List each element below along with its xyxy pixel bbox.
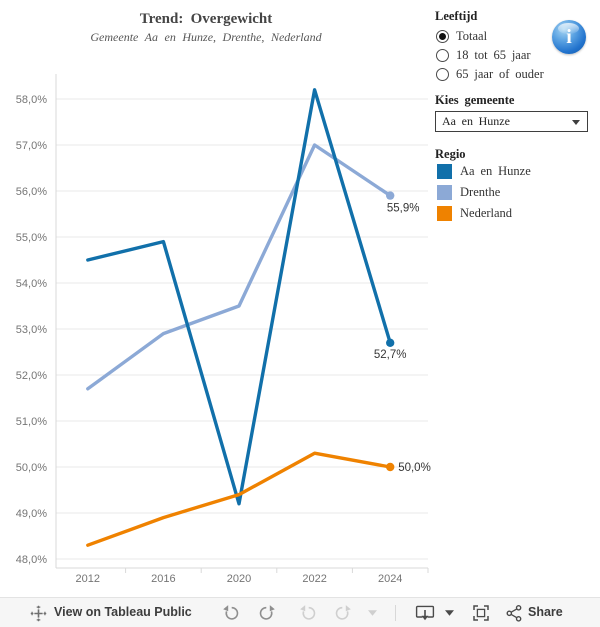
y-tick-label: 56,0% (16, 186, 47, 198)
legend-swatch (437, 184, 452, 200)
undo-icon[interactable] (219, 601, 243, 625)
fullscreen-icon[interactable] (469, 601, 493, 625)
series-line-aa-en-hunze[interactable] (86, 88, 392, 506)
legend-item-nederland[interactable]: Nederland (437, 205, 512, 221)
x-tick-label: 2012 (76, 573, 100, 585)
info-icon-glyph: i (566, 26, 572, 48)
radio-circle-icon[interactable] (436, 30, 449, 43)
y-tick-label: 52,0% (16, 370, 47, 382)
legend-label: Aa en Hunze (460, 163, 531, 178)
refresh-icon[interactable] (331, 601, 355, 625)
info-icon[interactable]: i (552, 20, 586, 54)
legend-swatch (437, 205, 452, 221)
radio-totaal[interactable]: Totaal (436, 28, 487, 45)
x-tick-label: 2024 (378, 573, 402, 585)
chart-title: Trend: Overgewicht (139, 11, 273, 27)
gemeente-dropdown-value: Aa en Hunze (442, 114, 510, 128)
download-caret-icon[interactable] (437, 601, 461, 625)
legend-title: Regio (435, 147, 466, 161)
radio-label: Totaal (456, 29, 488, 43)
y-tick-label: 48,0% (16, 554, 47, 566)
revert-icon[interactable] (296, 601, 320, 625)
radio-circle-icon[interactable] (436, 49, 449, 62)
y-tick-label: 51,0% (16, 416, 47, 428)
y-tick-label: 55,0% (16, 232, 47, 244)
x-tick-label: 2020 (227, 573, 251, 585)
radio-label: 18 tot 65 jaar (456, 48, 531, 62)
gemeente-dropdown[interactable]: Aa en Hunze (435, 111, 588, 132)
series-end-label-drenthe: 55,9% (387, 203, 420, 215)
legend-label: Drenthe (460, 184, 501, 199)
y-tick-label: 54,0% (16, 278, 47, 290)
radio-circle-icon[interactable] (436, 68, 449, 81)
share-icon[interactable] (502, 601, 526, 625)
leeftijd-filter-title: Leeftijd (435, 9, 478, 23)
view-on-tableau-public-link[interactable]: View on Tableau Public (54, 605, 192, 619)
series-endpoint-aa-en-hunze[interactable] (386, 338, 395, 347)
series-line-nederland[interactable] (86, 451, 392, 547)
legend-label: Nederland (460, 205, 513, 220)
y-tick-label: 57,0% (16, 140, 47, 152)
series-endpoint-drenthe[interactable] (386, 191, 395, 200)
gemeente-filter-title: Kies gemeente (435, 93, 515, 107)
tableau-toolbar: View on Tableau Public (0, 597, 600, 627)
x-tick-label: 2016 (151, 573, 175, 585)
share-button-label[interactable]: Share (528, 605, 563, 619)
y-tick-label: 49,0% (16, 508, 47, 520)
radio-18-tot-65-jaar[interactable]: 18 tot 65 jaar (436, 47, 531, 64)
download-icon[interactable] (413, 601, 437, 625)
series-endpoint-nederland[interactable] (386, 462, 395, 472)
legend-item-aa-en-hunze[interactable]: Aa en Hunze (437, 163, 531, 179)
legend-item-drenthe[interactable]: Drenthe (437, 184, 500, 200)
y-tick-label: 50,0% (16, 462, 47, 474)
caret-down-icon[interactable] (360, 601, 384, 625)
series-end-label-aa-en-hunze: 52,7% (374, 349, 407, 361)
radio-label: 65 jaar of ouder (456, 67, 544, 81)
title-block: Trend: Overgewicht Gemeente Aa en Hunze,… (0, 11, 412, 45)
tableau-logo-icon[interactable] (30, 605, 47, 627)
radio-65-jaar-of-ouder[interactable]: 65 jaar of ouder (436, 66, 544, 83)
series-end-label-nederland: 50,0% (398, 462, 431, 474)
chevron-down-icon (572, 120, 580, 125)
trend-line-chart[interactable]: 48,0% 49,0% 50,0% 51,0% 52,0% 53,0% 54,0% 55,0%… (0, 60, 435, 597)
y-tick-label: 58,0% (16, 94, 47, 106)
x-tick-label: 2022 (302, 573, 326, 585)
redo-icon[interactable] (255, 601, 279, 625)
toolbar-divider (395, 605, 396, 621)
legend-swatch (437, 163, 452, 179)
y-tick-label: 53,0% (16, 324, 47, 336)
series-line-drenthe[interactable] (86, 143, 392, 391)
chart-subtitle: Gemeente Aa en Hunze, Drenthe, Nederland (90, 30, 322, 44)
